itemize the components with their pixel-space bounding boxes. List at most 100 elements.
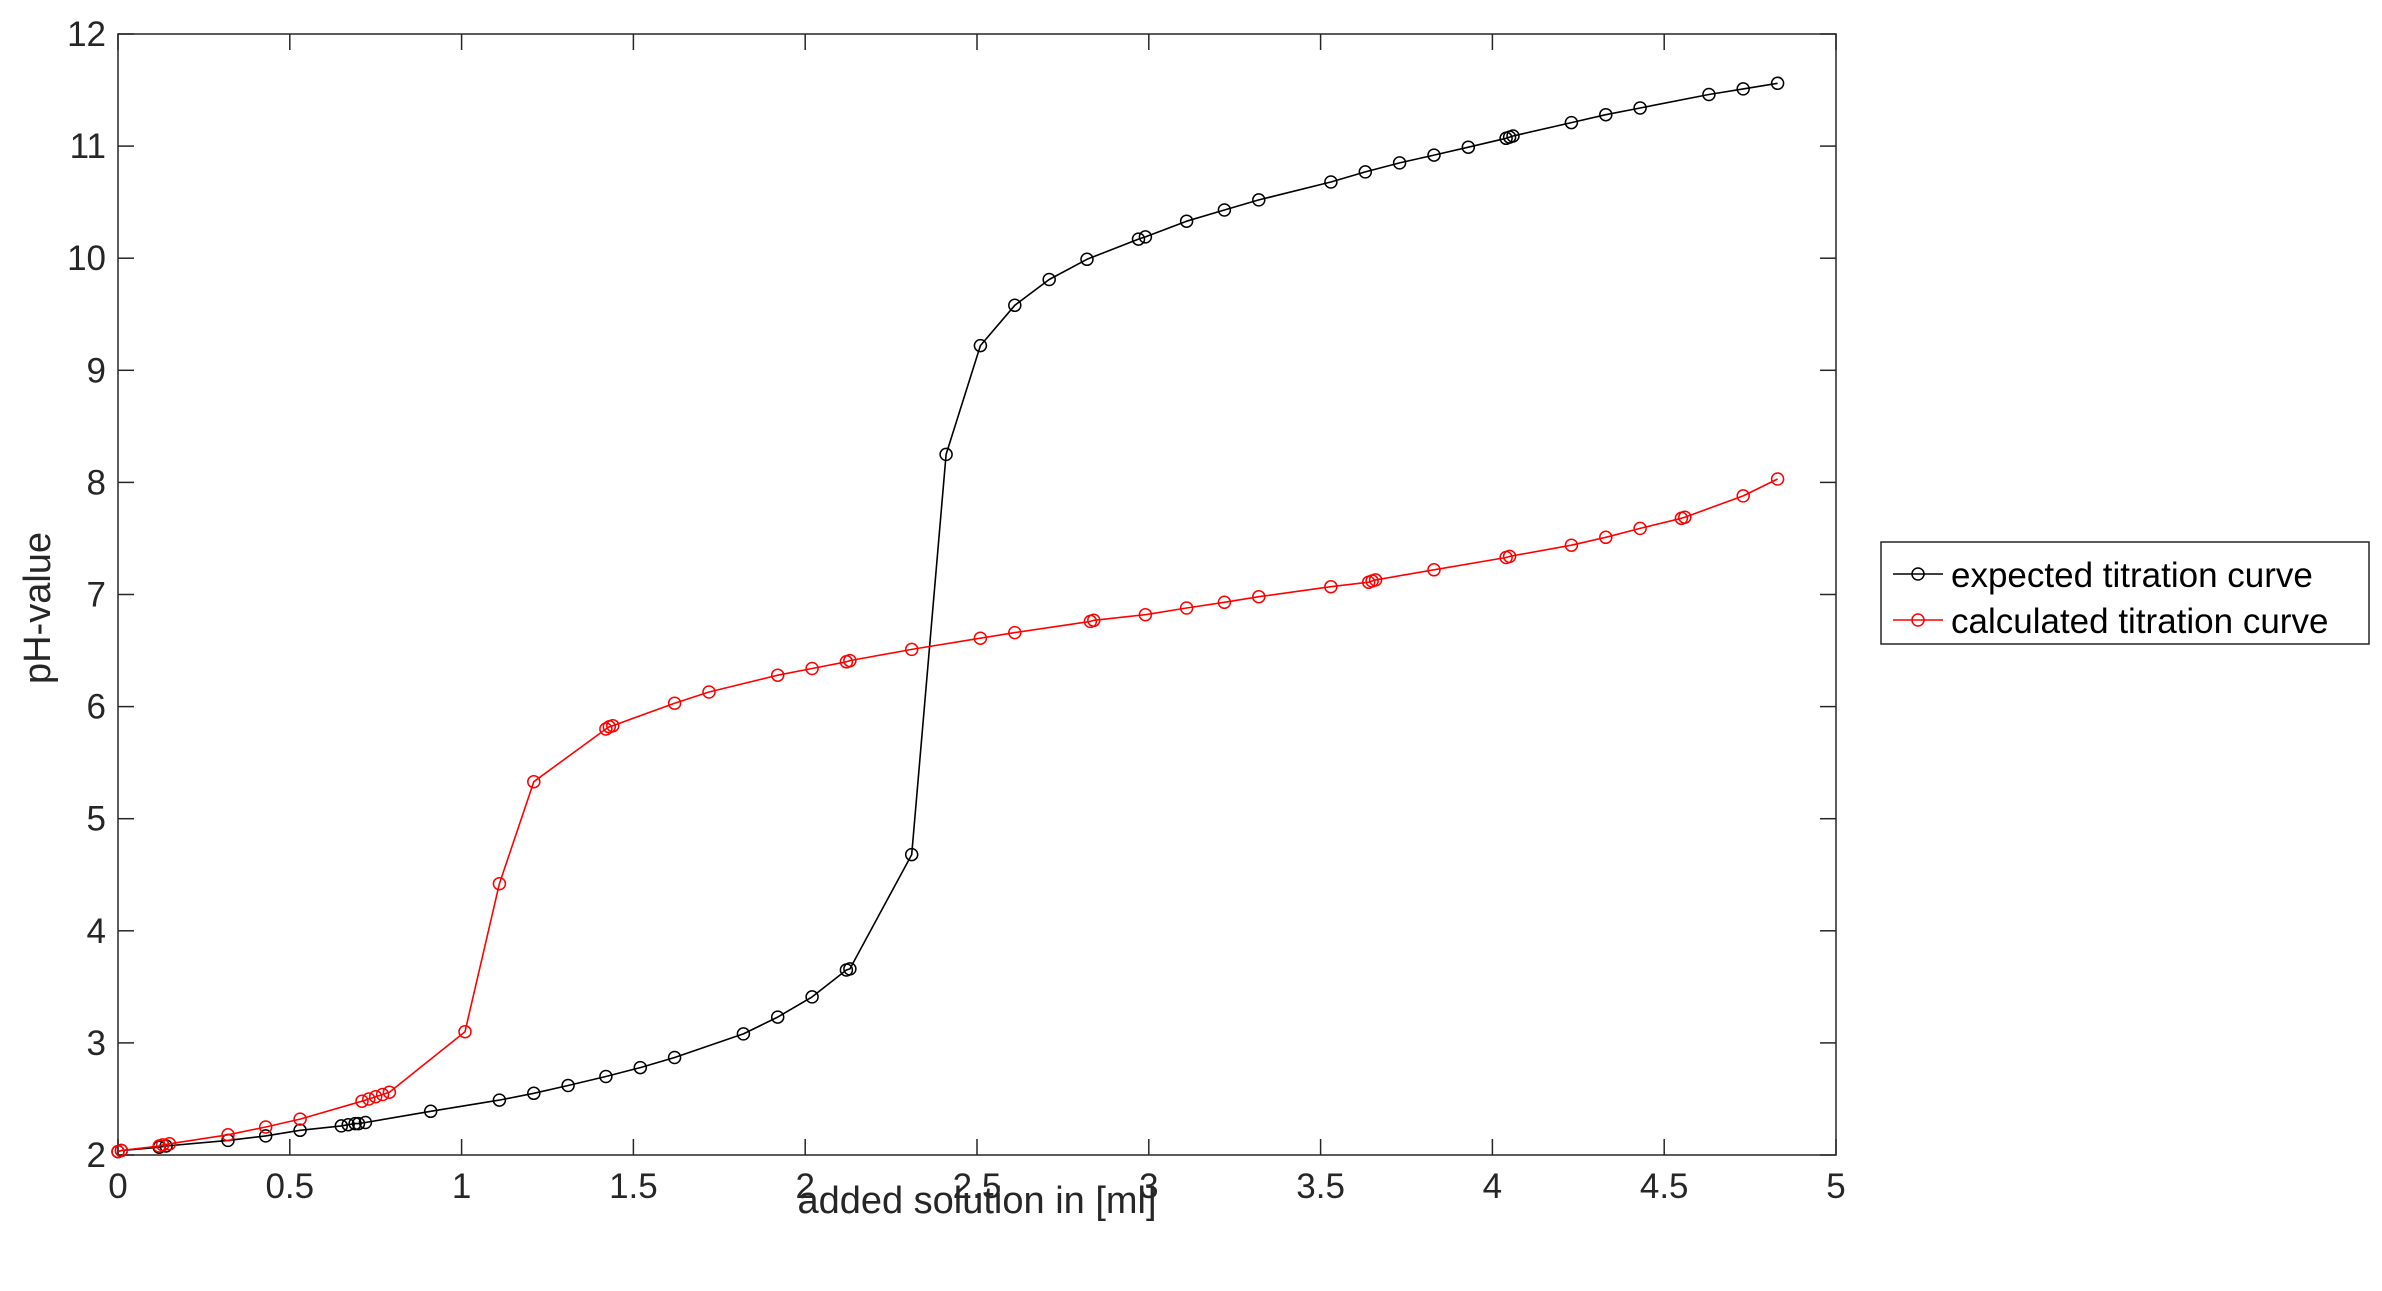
data-point xyxy=(492,876,507,891)
x-tick-label: 0 xyxy=(108,1167,127,1206)
data-point xyxy=(1702,87,1716,102)
data-point xyxy=(939,447,953,462)
data-point xyxy=(351,1116,366,1131)
data-point xyxy=(904,847,919,862)
data-point xyxy=(382,1085,397,1099)
data-point xyxy=(843,962,857,976)
data-point xyxy=(1138,607,1153,622)
x-tick-label: 1.5 xyxy=(609,1167,658,1206)
y-tick-label: 2 xyxy=(87,1136,106,1175)
data-point xyxy=(423,1104,438,1119)
data-point xyxy=(1461,140,1476,154)
data-point xyxy=(114,1143,129,1158)
legend-entry-calculated: calculated titration curve xyxy=(1893,602,2328,641)
data-point xyxy=(1392,156,1407,170)
legend-box xyxy=(1880,541,2370,645)
data-point xyxy=(1633,101,1647,115)
data-point xyxy=(293,1112,307,1126)
x-tick-label: 3.5 xyxy=(1296,1167,1345,1206)
x-tick-label: 1 xyxy=(452,1167,471,1206)
data-point xyxy=(527,1086,541,1101)
data-point xyxy=(1324,579,1338,594)
data-point xyxy=(1427,148,1441,162)
series-0 xyxy=(111,76,1785,1159)
y-tick-label: 9 xyxy=(87,351,106,390)
data-point xyxy=(162,1137,177,1151)
data-point xyxy=(1633,521,1647,536)
data-point xyxy=(341,1117,355,1132)
series-line xyxy=(117,82,1778,1153)
y-tick-label: 10 xyxy=(67,239,106,278)
data-point xyxy=(973,338,988,353)
y-tick-label: 7 xyxy=(87,576,106,615)
data-point xyxy=(1138,230,1153,244)
data-point xyxy=(1427,563,1441,577)
legend-entry-expected: expected titration curve xyxy=(1893,556,2313,595)
data-point xyxy=(358,1115,373,1130)
data-point xyxy=(770,668,785,682)
data-point xyxy=(1131,232,1146,246)
data-point xyxy=(334,1119,349,1133)
x-tick-label: 0.5 xyxy=(265,1167,314,1206)
data-point xyxy=(667,1050,682,1065)
data-point xyxy=(1087,613,1101,628)
data-point xyxy=(606,718,620,733)
y-tick-label: 6 xyxy=(87,688,106,727)
data-point xyxy=(1736,489,1750,503)
data-point xyxy=(1080,252,1094,267)
data-point xyxy=(1008,625,1022,640)
legend-label-expected: expected titration curve xyxy=(1951,556,2313,595)
data-point xyxy=(736,1027,751,1041)
data-point xyxy=(667,696,682,710)
series-1 xyxy=(111,472,1785,1159)
data-point xyxy=(1179,601,1194,615)
data-point xyxy=(702,685,716,699)
data-point xyxy=(1770,472,1785,486)
data-point xyxy=(362,1092,376,1106)
y-tick-label: 4 xyxy=(87,912,106,951)
data-point xyxy=(770,1010,785,1024)
x-axis-label: added solution in [ml] xyxy=(797,1180,1156,1222)
data-point xyxy=(1564,538,1579,552)
data-point xyxy=(1252,589,1266,604)
y-axis-label: pH-value xyxy=(17,532,59,684)
data-point xyxy=(348,1116,362,1131)
data-point xyxy=(1599,530,1613,545)
x-tick-label: 4 xyxy=(1483,1167,1502,1206)
legend-label-calculated: calculated titration curve xyxy=(1951,602,2328,641)
data-point xyxy=(293,1123,307,1138)
series-line xyxy=(117,478,1778,1153)
data-point xyxy=(599,1069,613,1084)
data-point xyxy=(1217,595,1232,610)
legend-marker-calculated xyxy=(1911,613,1925,627)
data-point xyxy=(492,1093,507,1107)
data-point xyxy=(221,1128,235,1142)
data-point xyxy=(1252,193,1266,207)
y-tick-label: 11 xyxy=(70,127,106,166)
data-point xyxy=(973,631,988,645)
data-point xyxy=(258,1120,273,1134)
y-tick-label: 3 xyxy=(87,1024,106,1063)
x-tick-label: 2 xyxy=(795,1167,814,1206)
data-point xyxy=(1599,107,1613,122)
data-point xyxy=(1502,549,1517,564)
data-point xyxy=(1179,214,1194,228)
data-point xyxy=(1324,175,1338,189)
data-point xyxy=(904,642,919,657)
y-tick-label: 5 xyxy=(87,800,106,839)
data-point xyxy=(1678,510,1692,524)
y-tick-label: 8 xyxy=(87,463,106,502)
legend: expected titration curve calculated titr… xyxy=(1880,541,2370,645)
data-point xyxy=(633,1060,648,1075)
x-tick-label: 3 xyxy=(1139,1167,1158,1206)
x-tick-label: 4.5 xyxy=(1640,1167,1689,1206)
data-point xyxy=(599,722,613,736)
data-point xyxy=(1368,573,1383,587)
plot-data xyxy=(111,76,1785,1159)
data-point xyxy=(561,1078,575,1093)
data-point xyxy=(1506,129,1520,143)
data-point xyxy=(375,1087,390,1102)
data-point xyxy=(1217,203,1232,217)
